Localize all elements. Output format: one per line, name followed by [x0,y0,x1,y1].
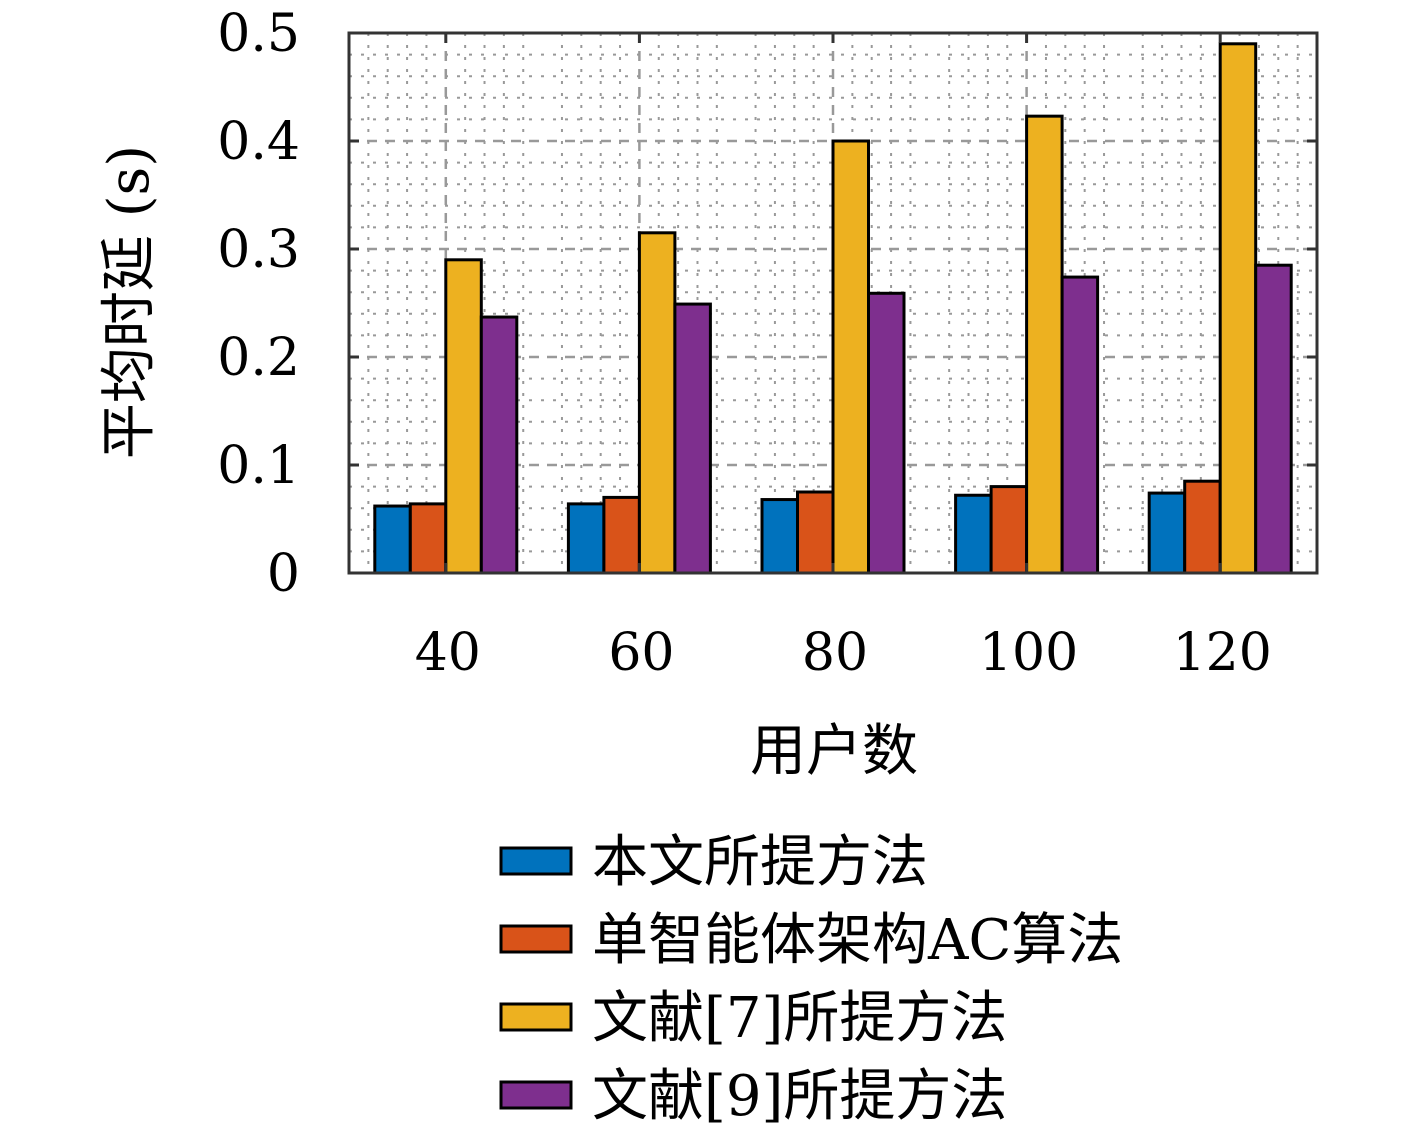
legend-label-4: 文献[9]所提方法 [592,1064,1007,1129]
bar-4-60 [673,302,712,575]
bar-1-80 [760,498,799,575]
bar-3-100 [1025,114,1064,575]
legend-swatch-1 [499,846,573,876]
bar-2-80 [796,490,835,575]
bar-1-120 [1147,491,1187,575]
bar-3-120 [1218,42,1258,575]
bar-4-100 [1060,275,1100,575]
bars [373,42,1293,575]
bar-1-100 [954,493,993,575]
x-tick-label: 40 [415,623,481,683]
y-tick-label: 0 [267,544,300,604]
x-tick-labels: 40 60 80 100 120 [415,623,1272,683]
legend-label-1: 本文所提方法 [592,830,928,895]
bar-2-100 [989,485,1029,575]
y-tick-label: 0.1 [217,436,300,496]
y-tick-label: 0.5 [217,4,300,64]
x-tick-label: 100 [979,623,1078,683]
legend-swatch-2 [499,924,573,954]
legend-swatch-4 [499,1080,573,1110]
bar-4-40 [479,315,519,575]
ticks [349,31,1317,575]
bar-4-120 [1254,263,1293,575]
legend-swatch-3 [499,1002,573,1032]
x-tick-label: 80 [802,623,868,683]
legend-label-3: 文献[7]所提方法 [592,986,1007,1051]
bar-1-40 [373,504,412,575]
bar-2-120 [1183,479,1222,575]
x-tick-label: 60 [608,623,674,683]
bar-3-80 [831,139,870,575]
x-axis-title: 用户数 [750,719,918,784]
bar-3-60 [637,231,677,575]
y-tick-label: 0.4 [217,112,300,172]
bar-3-40 [444,258,483,575]
y-tick-label: 0.3 [217,220,300,280]
bar-1-60 [566,502,606,575]
y-tick-label: 0.2 [217,328,300,388]
bar-2-40 [408,502,448,575]
bar-4-80 [867,291,906,575]
legend-label-2: 单智能体架构AC算法 [592,908,1123,973]
y-tick-labels: 0 0.1 0.2 0.3 0.4 0.5 [217,4,300,604]
y-axis-title: 平均时延 (s) [97,145,162,459]
bar-2-60 [602,495,641,575]
x-tick-label: 120 [1173,623,1272,683]
